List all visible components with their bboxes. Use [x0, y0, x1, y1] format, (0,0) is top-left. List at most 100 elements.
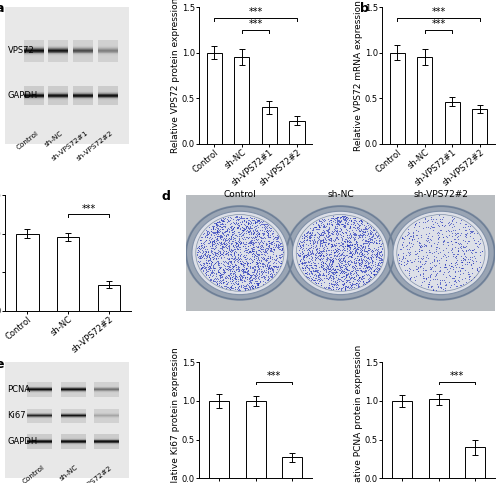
Point	[220, 243, 228, 251]
Point	[228, 275, 236, 283]
Point	[348, 273, 356, 281]
Point	[242, 242, 250, 250]
Point	[253, 281, 261, 288]
Point	[466, 227, 474, 235]
Point	[306, 244, 314, 252]
Point	[212, 270, 220, 278]
Point	[352, 245, 360, 253]
Point	[338, 243, 346, 251]
Point	[272, 252, 280, 259]
Point	[322, 256, 330, 264]
Point	[248, 249, 256, 257]
Point	[339, 213, 347, 221]
Point	[372, 253, 380, 260]
Point	[210, 248, 218, 256]
Point	[202, 251, 209, 259]
Point	[350, 250, 358, 257]
Point	[332, 231, 340, 239]
Point	[264, 221, 272, 229]
Point	[336, 275, 344, 283]
Point	[306, 270, 314, 277]
Point	[262, 247, 270, 255]
Point	[406, 274, 414, 282]
Point	[252, 270, 260, 277]
Point	[306, 234, 314, 242]
Point	[472, 249, 480, 256]
Point	[344, 241, 352, 249]
Point	[366, 244, 374, 252]
Point	[234, 277, 242, 284]
Point	[208, 258, 216, 266]
Point	[297, 256, 305, 263]
Point	[231, 284, 239, 292]
Point	[216, 271, 224, 279]
Point	[206, 264, 214, 271]
Point	[441, 279, 449, 286]
Point	[254, 253, 262, 260]
Point	[418, 255, 426, 262]
Point	[205, 240, 213, 247]
Point	[366, 261, 374, 269]
Point	[346, 284, 354, 292]
Point	[398, 254, 406, 261]
Point	[266, 240, 274, 247]
Point	[460, 232, 468, 240]
Point	[258, 253, 266, 261]
Point	[339, 261, 347, 269]
Point	[359, 264, 367, 271]
Point	[323, 227, 331, 234]
Point	[309, 276, 317, 284]
Point	[350, 223, 358, 231]
Point	[336, 218, 344, 226]
Point	[470, 248, 478, 256]
Point	[260, 222, 268, 230]
Point	[332, 269, 340, 276]
Point	[342, 217, 350, 225]
Point	[333, 217, 341, 225]
Point	[234, 284, 242, 292]
Point	[336, 217, 344, 225]
Point	[246, 227, 254, 235]
Point	[332, 285, 340, 293]
Point	[220, 260, 228, 268]
Point	[333, 252, 341, 260]
Point	[247, 256, 255, 263]
Point	[258, 250, 266, 257]
Point	[246, 273, 254, 281]
Point	[360, 247, 368, 255]
Point	[354, 271, 362, 279]
Point	[250, 220, 258, 227]
Point	[299, 242, 307, 249]
Point	[332, 235, 340, 243]
Point	[232, 267, 240, 274]
Point	[273, 233, 281, 241]
Point	[230, 219, 237, 227]
Point	[254, 279, 262, 286]
Point	[320, 228, 328, 236]
Point	[231, 273, 239, 281]
Point	[358, 269, 366, 276]
Point	[457, 256, 465, 264]
Point	[226, 237, 234, 245]
Point	[215, 259, 223, 267]
Point	[240, 277, 248, 285]
Point	[226, 265, 234, 273]
Point	[316, 276, 324, 284]
Point	[296, 244, 304, 252]
Point	[338, 238, 345, 246]
Text: ***: ***	[266, 371, 281, 381]
Point	[270, 262, 278, 270]
Point	[220, 239, 228, 246]
Point	[308, 276, 316, 284]
Point	[263, 244, 271, 252]
Point	[454, 228, 462, 236]
Point	[394, 250, 402, 258]
Point	[247, 280, 255, 287]
Point	[362, 225, 370, 233]
Point	[248, 283, 256, 290]
Point	[316, 230, 324, 238]
Point	[352, 256, 360, 263]
Point	[324, 239, 332, 247]
Point	[361, 280, 369, 287]
Point	[241, 268, 249, 276]
